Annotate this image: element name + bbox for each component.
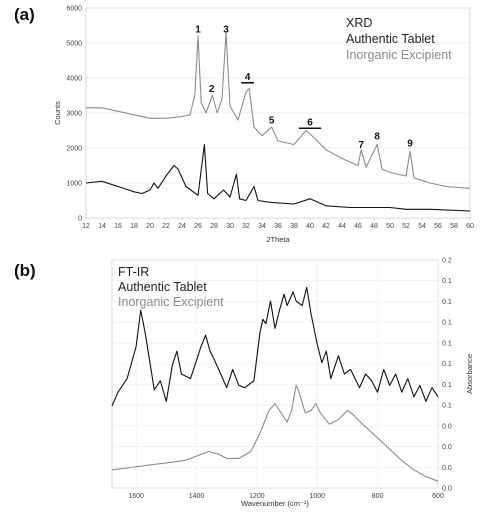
a-ytick-label: 2000 <box>66 146 82 153</box>
b-ytick-label: 0.1 <box>442 361 452 368</box>
a-xtick-label: 56 <box>434 223 442 230</box>
b-ytick-label: 0.0 <box>442 423 452 430</box>
panel-a-legend-authentic: Authentic Tablet <box>346 32 435 46</box>
panel-b-legend: FT-IR Authentic Tablet Inorganic Excipie… <box>118 265 224 309</box>
a-xtick-label: 30 <box>226 223 234 230</box>
a-peak-label: 9 <box>407 138 413 149</box>
a-xtick-label: 28 <box>210 223 218 230</box>
a-xtick-label: 34 <box>258 223 266 230</box>
a-peak-label: 2 <box>209 84 215 95</box>
a-xtick-label: 52 <box>402 223 410 230</box>
a-xtick-label: 58 <box>450 223 458 230</box>
a-xtick-label: 54 <box>418 223 426 230</box>
a-xtick-label: 12 <box>82 223 90 230</box>
b-xtick-label: 1400 <box>189 493 205 500</box>
a-peak-label: 6 <box>307 117 313 128</box>
a-peak-label: 5 <box>269 116 275 127</box>
a-peak-label: 7 <box>358 140 364 151</box>
a-xtick-label: 44 <box>338 223 346 230</box>
a-ytick-label: 5000 <box>66 41 82 48</box>
a-xtick-label: 46 <box>354 223 362 230</box>
a-ytick-label: 0 <box>78 216 82 223</box>
b-ytick-label: 0.1 <box>442 320 452 327</box>
a-peak-label: 4 <box>245 72 251 83</box>
b-xtick-label: 1200 <box>249 493 265 500</box>
a-ytick-label: 6000 <box>66 6 82 13</box>
a-series-line-excipient <box>86 31 471 189</box>
panel-a-tag: (a) <box>14 5 35 24</box>
panel-b-legend-authentic: Authentic Tablet <box>118 280 207 294</box>
panel-a-legend-excipient: Inorganic Excipient <box>346 48 452 62</box>
b-xtick-label: 600 <box>432 493 444 500</box>
b-xtick-label: 1000 <box>309 493 325 500</box>
b-series-line-excipient <box>111 384 439 482</box>
a-xtick-label: 36 <box>274 223 282 230</box>
a-xtick-label: 18 <box>130 223 138 230</box>
panel-a-legend: XRD Authentic Tablet Inorganic Excipient <box>346 16 452 62</box>
panel-a-legend-title: XRD <box>346 16 372 30</box>
panel-b-ylabel: Absorbance <box>465 354 474 394</box>
b-ytick-label: 0.1 <box>442 299 452 306</box>
a-xtick-label: 16 <box>114 223 122 230</box>
b-series-line-authentic <box>111 286 439 407</box>
a-xtick-label: 48 <box>370 223 378 230</box>
b-ytick-label: 0.1 <box>442 278 452 285</box>
b-ytick-label: 0.2 <box>442 258 452 265</box>
a-xtick-label: 22 <box>162 223 170 230</box>
a-xtick-label: 40 <box>306 223 314 230</box>
b-ytick-label: 0.0 <box>442 486 452 493</box>
a-ytick-label: 1000 <box>66 181 82 188</box>
panel-a-xlabel: 2Theta <box>266 235 290 244</box>
a-xtick-label: 38 <box>290 223 298 230</box>
a-xtick-label: 42 <box>322 223 330 230</box>
a-peak-label: 8 <box>374 131 380 142</box>
b-ytick-label: 0.1 <box>442 382 452 389</box>
b-xtick-label: 800 <box>372 493 384 500</box>
b-xtick-label: 1600 <box>128 493 144 500</box>
panel-b-xlabel: Wavenumber (cm⁻¹) <box>241 499 309 508</box>
panel-b-legend-excipient: Inorganic Excipient <box>118 295 224 309</box>
b-ytick-label: 0.1 <box>442 340 452 347</box>
a-xtick-label: 50 <box>386 223 394 230</box>
a-xtick-label: 60 <box>466 223 474 230</box>
b-ytick-label: 0.0 <box>442 465 452 472</box>
panel-b-legend-title: FT-IR <box>118 265 149 279</box>
panel-b-tag: (b) <box>14 261 36 280</box>
a-xtick-label: 20 <box>146 223 154 230</box>
a-peak-label: 3 <box>223 25 229 36</box>
a-ytick-label: 4000 <box>66 76 82 83</box>
panel-a-ylabel: Counts <box>53 101 62 125</box>
a-peak-label: 1 <box>195 25 201 36</box>
a-xtick-label: 24 <box>178 223 186 230</box>
b-ytick-label: 0.1 <box>442 403 452 410</box>
a-xtick-label: 14 <box>98 223 106 230</box>
a-series-line-authentic <box>85 143 471 212</box>
panel-b-plot: 0.2 0.1 0.1 0.1 0.1 0.1 0.1 0.1 0.0 0.0 0.0 0.0 160… <box>111 258 452 500</box>
a-xtick-label: 26 <box>194 223 202 230</box>
b-ytick-label: 0.0 <box>442 444 452 451</box>
a-ytick-label: 3000 <box>66 111 82 118</box>
a-xtick-label: 32 <box>242 223 250 230</box>
